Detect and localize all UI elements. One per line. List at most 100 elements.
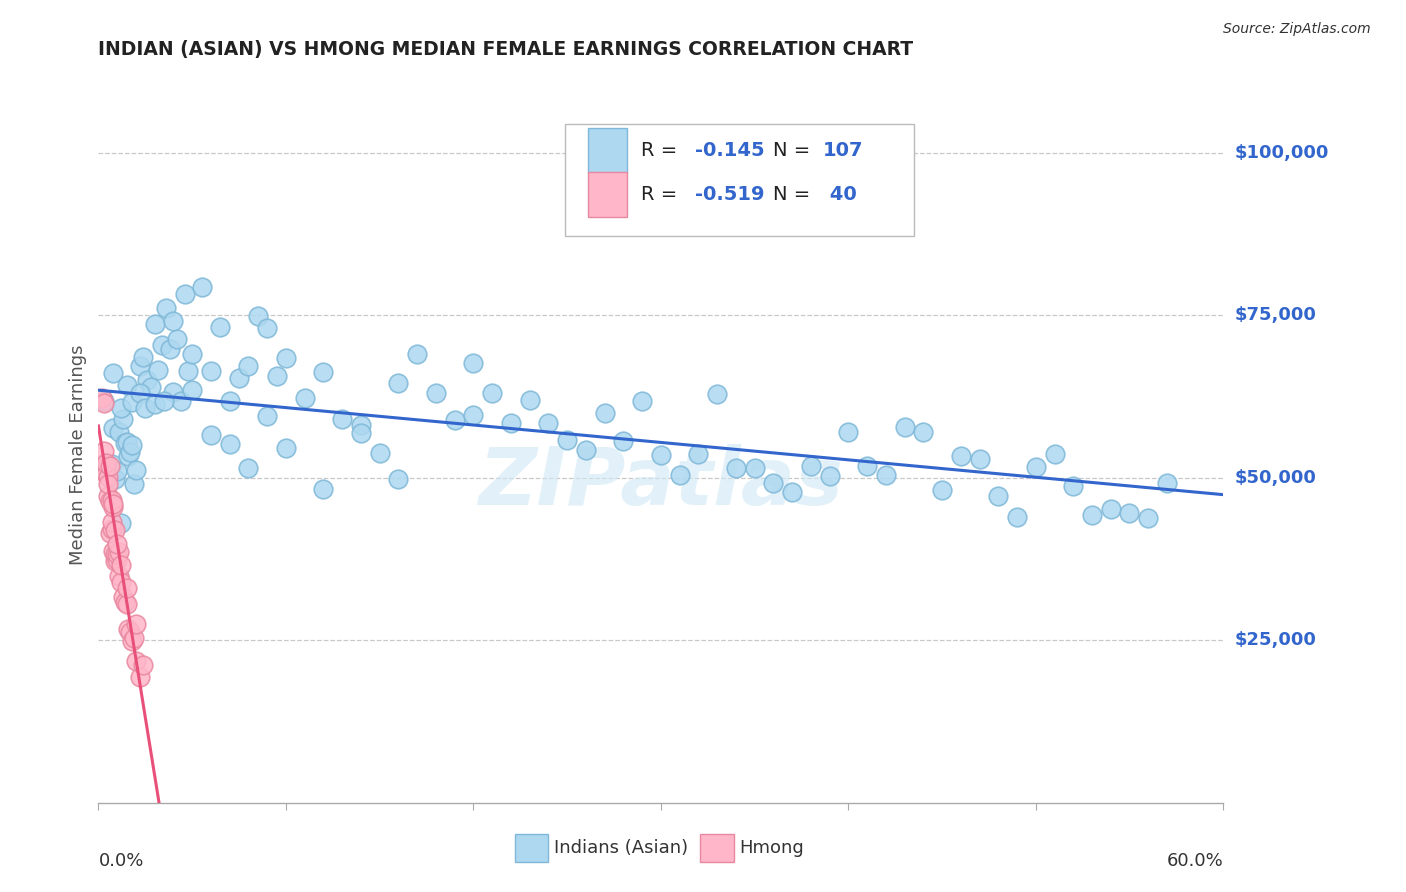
- Point: [668, 468, 690, 483]
- Point: [1137, 511, 1160, 525]
- Point: [105, 537, 128, 551]
- Point: [110, 558, 132, 573]
- Point: [153, 394, 176, 409]
- Point: [159, 342, 181, 356]
- Point: [117, 622, 139, 636]
- Point: [98, 459, 121, 474]
- Point: [274, 441, 297, 455]
- Point: [238, 359, 260, 373]
- Point: [481, 386, 503, 401]
- Text: 60.0%: 60.0%: [1167, 852, 1223, 870]
- Point: [200, 364, 222, 378]
- Point: [893, 420, 915, 434]
- Point: [111, 590, 134, 604]
- Point: [931, 483, 953, 497]
- Point: [555, 434, 578, 448]
- Point: [125, 654, 148, 668]
- Point: [256, 409, 278, 423]
- Text: $100,000: $100,000: [1234, 144, 1329, 161]
- Point: [120, 444, 142, 458]
- Point: [94, 467, 117, 481]
- Point: [100, 492, 122, 507]
- Point: [93, 394, 115, 409]
- Text: N =: N =: [773, 141, 817, 160]
- Point: [103, 500, 125, 514]
- Point: [134, 401, 156, 416]
- Point: [912, 425, 935, 439]
- Point: [111, 411, 134, 425]
- Point: [103, 544, 125, 558]
- Point: [181, 383, 204, 397]
- Point: [98, 525, 121, 540]
- Point: [312, 482, 335, 496]
- Point: [91, 391, 114, 405]
- Point: [969, 451, 991, 466]
- Point: [650, 448, 672, 462]
- Point: [100, 516, 122, 530]
- Point: [97, 457, 120, 471]
- Text: 0.0%: 0.0%: [98, 852, 143, 870]
- Text: 107: 107: [823, 141, 863, 160]
- Point: [875, 467, 897, 482]
- Point: [706, 387, 728, 401]
- Point: [128, 670, 150, 684]
- Point: [170, 393, 193, 408]
- Point: [121, 438, 143, 452]
- Point: [114, 435, 136, 450]
- Point: [1025, 460, 1047, 475]
- Point: [1062, 479, 1084, 493]
- Point: [463, 408, 485, 422]
- Point: [93, 396, 115, 410]
- Point: [406, 347, 429, 361]
- Point: [688, 447, 710, 461]
- Point: [218, 437, 240, 451]
- Point: [104, 554, 127, 568]
- Point: [837, 425, 859, 440]
- Point: [110, 574, 132, 589]
- Point: [537, 416, 560, 430]
- Point: [312, 365, 335, 379]
- Point: [1043, 447, 1066, 461]
- Point: [117, 449, 139, 463]
- Point: [519, 392, 541, 407]
- Point: [139, 380, 162, 394]
- Point: [100, 457, 122, 471]
- Point: [115, 597, 138, 611]
- Text: INDIAN (ASIAN) VS HMONG MEDIAN FEMALE EARNINGS CORRELATION CHART: INDIAN (ASIAN) VS HMONG MEDIAN FEMALE EA…: [98, 40, 914, 59]
- Point: [387, 376, 409, 391]
- Point: [350, 417, 373, 432]
- Point: [162, 384, 184, 399]
- Point: [575, 442, 598, 457]
- Point: [425, 385, 447, 400]
- Point: [780, 485, 803, 500]
- Point: [148, 362, 170, 376]
- Point: [155, 301, 177, 315]
- Point: [108, 545, 131, 559]
- Point: [800, 458, 823, 473]
- Text: R =: R =: [641, 141, 683, 160]
- Point: [115, 378, 138, 392]
- Point: [97, 489, 120, 503]
- Point: [949, 449, 972, 463]
- Point: [104, 547, 127, 561]
- Point: [128, 359, 150, 373]
- FancyBboxPatch shape: [565, 124, 914, 235]
- Point: [150, 337, 173, 351]
- Point: [744, 461, 766, 475]
- Point: [93, 444, 115, 458]
- Point: [108, 569, 131, 583]
- Point: [1099, 501, 1122, 516]
- Text: $50,000: $50,000: [1234, 468, 1316, 487]
- Point: [115, 582, 138, 596]
- Text: $75,000: $75,000: [1234, 306, 1316, 324]
- Point: [143, 317, 166, 331]
- Point: [120, 624, 142, 639]
- Text: Indians (Asian): Indians (Asian): [554, 839, 688, 857]
- Point: [122, 477, 145, 491]
- Text: N =: N =: [773, 185, 817, 204]
- Point: [177, 364, 200, 378]
- Text: Source: ZipAtlas.com: Source: ZipAtlas.com: [1223, 22, 1371, 37]
- Point: [100, 523, 122, 537]
- Text: -0.145: -0.145: [695, 141, 765, 160]
- Point: [1156, 475, 1178, 490]
